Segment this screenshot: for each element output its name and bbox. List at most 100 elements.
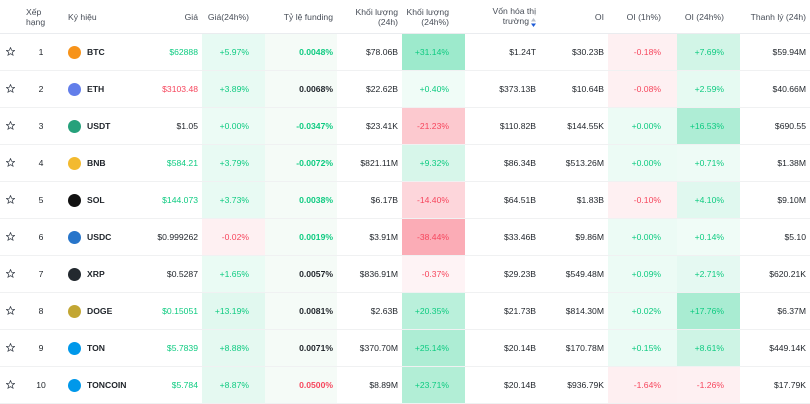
oi-24h: -1.26% — [696, 380, 724, 390]
favorite-star[interactable] — [0, 70, 20, 108]
market-cap: $64.51B — [503, 195, 536, 205]
coin-row[interactable]: 1 BTC $62888 +5.97% 0.0048% $78.06B +31.14% $1.… — [0, 33, 810, 71]
oi-24h: +17.76% — [689, 306, 724, 316]
symbol-cell: TONCOIN — [62, 366, 140, 404]
volume-change-cell: +25.14% — [402, 329, 465, 367]
symbol: DOGE — [68, 304, 136, 318]
coin-row[interactable]: 8 DOGE $0.15051 +13.19% 0.0081% $2.63B +20.35%… — [0, 292, 810, 330]
favorite-star[interactable] — [0, 255, 20, 293]
volume-cell: $23.41K — [337, 107, 402, 145]
oi-1h-cell: -1.64% — [608, 366, 677, 404]
coin-icon — [68, 82, 81, 96]
oi-24h-cell: +0.71% — [677, 144, 740, 182]
coin-row[interactable]: 9 TON $5.7839 +8.88% 0.0071% $370.70M +25.14% $… — [0, 329, 810, 367]
price-change: +0.00% — [219, 121, 249, 131]
price: $144.073 — [162, 195, 198, 205]
favorite-star[interactable] — [0, 218, 20, 256]
market-cap-cell: $373.13B — [465, 70, 540, 108]
column-header[interactable]: Khối lượng (24h%) — [402, 0, 465, 34]
market-cap: $373.13B — [499, 84, 536, 94]
coin-icon — [68, 304, 81, 318]
funding-rate-cell: -0.0072% — [265, 144, 337, 182]
favorite-star[interactable] — [0, 144, 20, 182]
volume-change-cell: +9.32% — [402, 144, 465, 182]
coin-row[interactable]: 6 USDC $0.999262 -0.02% 0.0019% $3.91M -38.44%… — [0, 218, 810, 256]
rank: 7 — [38, 269, 44, 279]
oi-24h-cell: +16.53% — [677, 107, 740, 145]
oi-1h: +0.02% — [631, 306, 661, 316]
oi-1h: -0.08% — [633, 84, 661, 94]
rank: 8 — [38, 306, 44, 316]
coin-row[interactable]: 4 BNB $584.21 +3.79% -0.0072% $821.11M +9.32% $… — [0, 144, 810, 182]
price: $0.999262 — [157, 232, 198, 242]
column-header[interactable]: Ký hiệu — [62, 0, 140, 34]
column-label: Giá — [184, 11, 198, 22]
volume-change: -0.37% — [421, 269, 449, 279]
column-header[interactable]: OI — [540, 0, 608, 34]
coin-row[interactable]: 7 XRP $0.5287 +1.65% 0.0057% $836.91M -0.37% $2… — [0, 255, 810, 293]
price-change-cell: -0.02% — [202, 218, 265, 256]
volume: $8.89M — [369, 380, 398, 390]
coin-row[interactable]: 3 USDT $1.05 +0.00% -0.0347% $23.41K -21.23% $1… — [0, 107, 810, 145]
favorite-star[interactable] — [0, 33, 20, 71]
oi-1h-cell: +0.00% — [608, 107, 677, 145]
favorite-star[interactable] — [0, 366, 20, 404]
open-interest-cell: $549.48M — [540, 255, 608, 293]
funding-rate: 0.0068% — [299, 84, 333, 94]
price-change-cell: +0.00% — [202, 107, 265, 145]
column-label: OI — [594, 11, 604, 22]
symbol-cell: TON — [62, 329, 140, 367]
volume-cell: $821.11M — [337, 144, 402, 182]
rank-cell: 1 — [20, 33, 62, 71]
price: $3103.48 — [162, 84, 198, 94]
liquidation: $9.10M — [777, 195, 806, 205]
column-header[interactable]: OI (24h%) — [677, 0, 740, 34]
rank: 9 — [38, 343, 44, 353]
price: $5.7839 — [166, 343, 198, 353]
symbol: USDC — [68, 230, 136, 244]
favorite-star[interactable] — [0, 292, 20, 330]
symbol-cell: USDC — [62, 218, 140, 256]
column-header[interactable]: Xếp hạng — [20, 0, 62, 34]
favorite-star[interactable] — [0, 181, 20, 219]
market-cap-cell: $86.34B — [465, 144, 540, 182]
column-header[interactable]: Tỷ lệ funding — [265, 0, 337, 34]
volume-cell: $370.70M — [337, 329, 402, 367]
open-interest-cell: $144.55K — [540, 107, 608, 145]
symbol-text: BNB — [87, 158, 106, 168]
column-header[interactable]: OI (1h%) — [608, 0, 677, 34]
market-cap-cell: $1.24T — [465, 33, 540, 71]
rank-cell: 5 — [20, 181, 62, 219]
market-cap-cell: $20.14B — [465, 366, 540, 404]
oi-24h: +2.71% — [694, 269, 724, 279]
volume: $836.91M — [359, 269, 398, 279]
open-interest-cell: $10.64B — [540, 70, 608, 108]
column-header[interactable]: Giá — [140, 0, 202, 34]
price: $1.05 — [176, 121, 198, 131]
volume-change: -38.44% — [416, 232, 449, 242]
symbol-cell: ETH — [62, 70, 140, 108]
liquidation-cell: $1.38M — [740, 144, 810, 182]
column-header[interactable]: Vốn hóa thị trường — [465, 0, 540, 34]
symbol-text: TONCOIN — [87, 380, 127, 390]
price-change-cell: +8.88% — [202, 329, 265, 367]
favorite-star[interactable] — [0, 329, 20, 367]
rank: 10 — [36, 380, 46, 390]
column-header[interactable]: Khối lượng (24h) — [337, 0, 402, 34]
column-header[interactable]: Giá(24h%) — [202, 0, 265, 34]
coin-row[interactable]: 5 SOL $144.073 +3.73% 0.0038% $6.17B -14.40% $6… — [0, 181, 810, 219]
volume: $22.62B — [365, 84, 398, 94]
price-change: +3.89% — [219, 84, 249, 94]
column-header[interactable]: Thanh lý (24h) — [740, 0, 810, 34]
coin-row[interactable]: 2 ETH $3103.48 +3.89% 0.0068% $22.62B +0.40% $3… — [0, 70, 810, 108]
volume-change-cell: -21.23% — [402, 107, 465, 145]
sort-icon[interactable] — [531, 17, 536, 27]
price-change: +8.87% — [219, 380, 249, 390]
price-change-cell: +1.65% — [202, 255, 265, 293]
open-interest: $1.83B — [576, 195, 604, 205]
symbol: BNB — [68, 156, 136, 170]
rank: 2 — [38, 84, 44, 94]
volume-change: +20.35% — [414, 306, 449, 316]
favorite-star[interactable] — [0, 107, 20, 145]
coin-row[interactable]: 10 TONCOIN $5.784 +8.87% 0.0500% $8.89M +23.71… — [0, 366, 810, 404]
